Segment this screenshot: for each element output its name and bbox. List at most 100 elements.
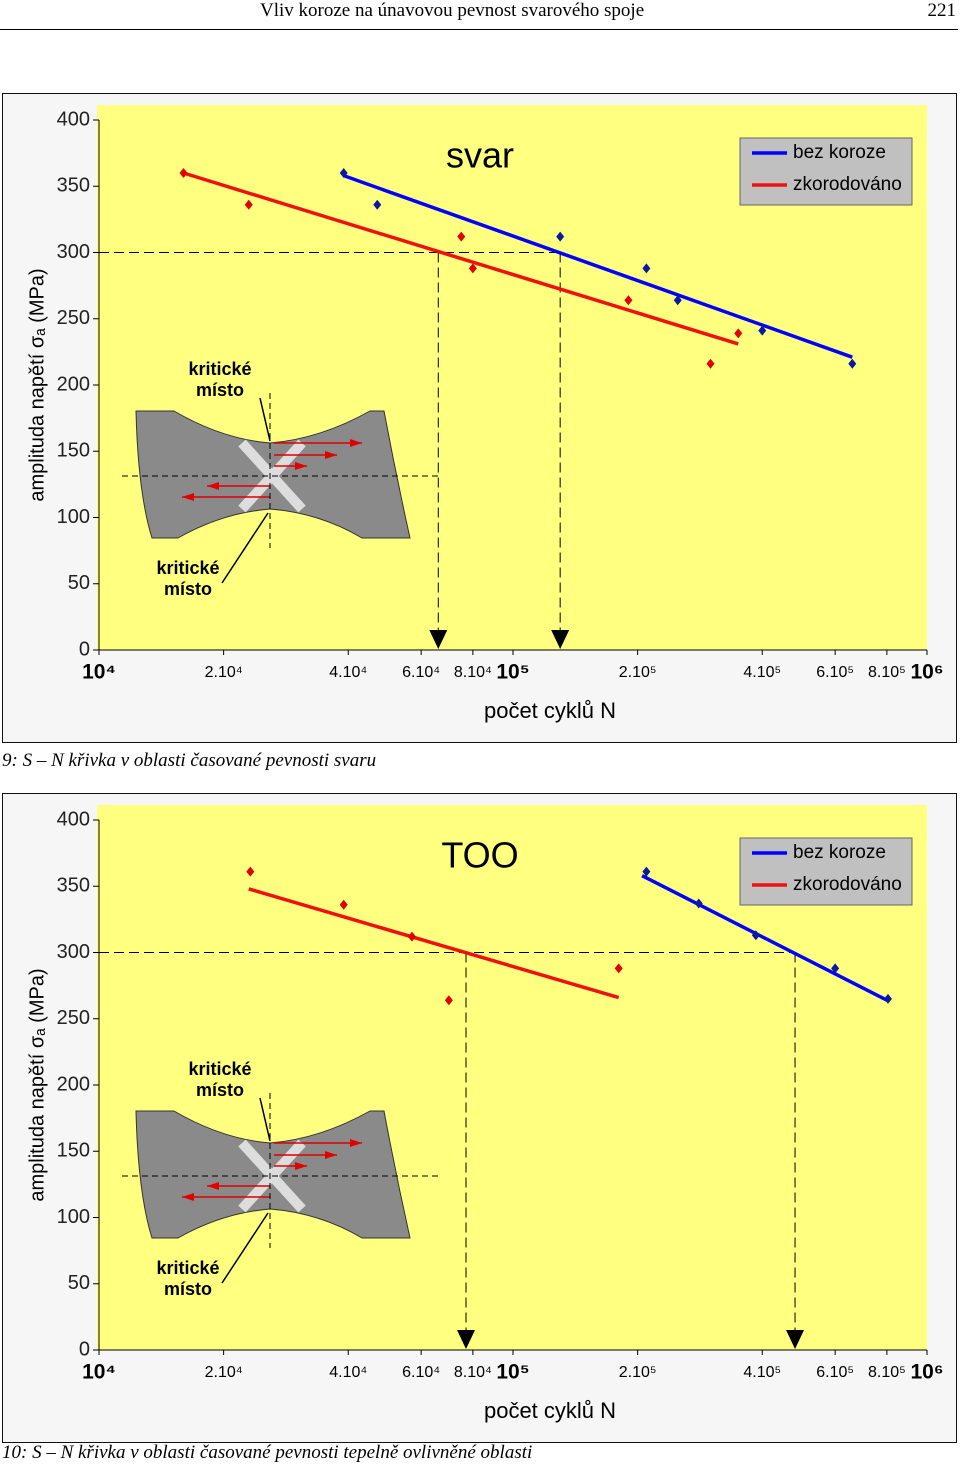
annotation: kritické xyxy=(188,1059,251,1079)
y-axis-label: amplituda napětí σₐ (MPa) xyxy=(26,968,48,1201)
x-tick-label: 8.10⁴ xyxy=(454,664,492,681)
data-point xyxy=(734,328,743,339)
x-tick-label: 10⁴ xyxy=(82,1361,116,1384)
annotation: kritické xyxy=(156,558,219,578)
y-tick-label: 300 xyxy=(57,941,90,963)
x-tick-label: 6.10⁵ xyxy=(816,1364,854,1381)
y-tick-label: 350 xyxy=(57,175,90,197)
pointer xyxy=(221,512,269,584)
legend-box xyxy=(739,837,913,906)
x-tick-label: 8.10⁴ xyxy=(454,1364,492,1381)
fit-line xyxy=(343,174,853,359)
data-point xyxy=(556,231,565,242)
x-tick-label: 8.10⁵ xyxy=(868,664,906,681)
fit-line xyxy=(182,171,739,346)
arrowhead xyxy=(325,1151,337,1159)
y-tick-label: 50 xyxy=(68,1272,90,1294)
y-axis-label: amplituda napětí σₐ (MPa) xyxy=(26,268,48,501)
arrowhead xyxy=(182,1193,194,1201)
x-tick-label: 10⁶ xyxy=(910,1361,943,1384)
x-tick-label: 2.10⁵ xyxy=(619,664,657,681)
data-point xyxy=(758,325,767,336)
data-point xyxy=(614,963,623,974)
annotation: místo xyxy=(164,1279,212,1299)
data-point xyxy=(624,295,633,306)
data-point xyxy=(179,168,188,178)
data-point xyxy=(848,358,857,369)
y-tick-label: 200 xyxy=(57,373,90,395)
chart-title: TOO xyxy=(441,835,518,876)
legend-box xyxy=(739,137,913,206)
data-point xyxy=(673,295,682,306)
arrowhead xyxy=(350,439,362,447)
x-tick-label: 10⁵ xyxy=(496,1361,529,1384)
x-axis-label: počet cyklů N xyxy=(484,698,616,723)
data-point xyxy=(642,263,651,274)
data-point xyxy=(457,231,466,242)
data-point xyxy=(751,930,760,941)
chart-title: svar xyxy=(446,135,514,176)
y-tick-label: 0 xyxy=(79,1338,90,1360)
pointer xyxy=(221,1212,269,1284)
arrowhead xyxy=(325,451,337,459)
legend-label: bez koroze xyxy=(793,842,886,863)
y-tick-label: 200 xyxy=(57,1073,90,1095)
arrowhead xyxy=(295,1162,307,1170)
x-tick-label: 8.10⁵ xyxy=(868,1364,906,1381)
y-tick-label: 400 xyxy=(57,808,90,830)
y-tick-label: 50 xyxy=(68,572,90,594)
arrowhead xyxy=(350,1139,362,1147)
annotation: kritické xyxy=(188,359,251,379)
annotation: místo xyxy=(196,380,244,400)
header-title: Vliv koroze na únavovou pevnost svarovéh… xyxy=(260,0,645,21)
guide-arrow xyxy=(786,1330,805,1349)
specimen-illustration xyxy=(122,393,442,584)
legend-label: bez koroze xyxy=(793,142,886,163)
y-tick-label: 300 xyxy=(57,241,90,263)
x-tick-label: 6.10⁵ xyxy=(816,664,854,681)
pointer xyxy=(259,397,271,442)
x-tick-label: 10⁴ xyxy=(82,661,116,684)
legend-label: zkorodováno xyxy=(793,874,902,895)
guide-arrow xyxy=(429,630,448,649)
x-tick-label: 4.10⁴ xyxy=(329,664,367,681)
annotation: kritické xyxy=(156,1258,219,1278)
annotation: místo xyxy=(196,1080,244,1100)
x-tick-label: 2.10⁴ xyxy=(205,1364,243,1381)
y-tick-label: 0 xyxy=(79,638,90,660)
x-tick-label: 4.10⁵ xyxy=(743,1364,781,1381)
guide-arrow xyxy=(457,1330,476,1349)
arrowhead xyxy=(207,482,219,490)
data-point xyxy=(246,866,255,877)
legend-label: zkorodováno xyxy=(793,174,902,195)
pointer xyxy=(259,1097,271,1142)
y-tick-label: 100 xyxy=(57,506,90,528)
specimen-illustration xyxy=(122,1093,442,1284)
x-tick-label: 10⁵ xyxy=(496,661,529,684)
data-point xyxy=(339,168,348,178)
x-tick-label: 6.10⁴ xyxy=(402,664,440,681)
fit-line xyxy=(248,887,620,1000)
data-point xyxy=(883,993,892,1004)
arrowhead xyxy=(295,462,307,470)
annotation: místo xyxy=(164,579,212,599)
data-point xyxy=(642,866,651,877)
data-point xyxy=(468,263,477,274)
arrowhead xyxy=(182,493,194,501)
fit-line xyxy=(641,874,888,1002)
x-tick-label: 2.10⁴ xyxy=(205,664,243,681)
guide-arrow xyxy=(551,630,570,649)
caption: 9: S – N křivka v oblasti časované pevno… xyxy=(2,750,377,771)
page-number: 221 xyxy=(927,0,957,21)
y-tick-label: 150 xyxy=(57,440,90,462)
data-point xyxy=(444,995,453,1006)
x-axis-label: počet cyklů N xyxy=(484,1398,616,1423)
caption: 10: S – N křivka v oblasti časované pevn… xyxy=(2,1442,533,1463)
x-tick-label: 2.10⁵ xyxy=(619,1364,657,1381)
arrowhead xyxy=(207,1182,219,1190)
data-point xyxy=(831,963,840,974)
y-tick-label: 250 xyxy=(57,1007,90,1029)
x-tick-label: 10⁶ xyxy=(910,661,943,684)
chart: 0 50 100 150 200 250 300 350 400 10⁴ 2.10⁴ 4.10⁴ 6.1… xyxy=(2,793,957,1443)
